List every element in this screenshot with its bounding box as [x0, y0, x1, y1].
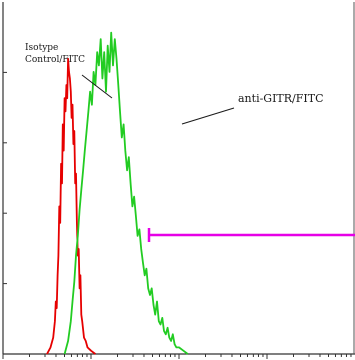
isotype-label-leader	[81, 74, 113, 99]
series-line-anti-gitr	[63, 31, 189, 355]
gate-marker	[147, 228, 355, 242]
isotype-label-line-0: Isotype	[25, 43, 58, 53]
annotations: Isotype Control/FITC anti-GITR/FITC	[25, 43, 324, 125]
anti-gitr-label-leader	[181, 107, 235, 125]
isotype-label-line-1: Control/FITC	[25, 55, 85, 65]
anti-gitr-label-line-0: anti-GITR/FITC	[238, 92, 324, 105]
series-line-isotype	[46, 57, 96, 355]
axis-ticks	[2, 71, 352, 359]
histogram-series	[46, 31, 189, 355]
